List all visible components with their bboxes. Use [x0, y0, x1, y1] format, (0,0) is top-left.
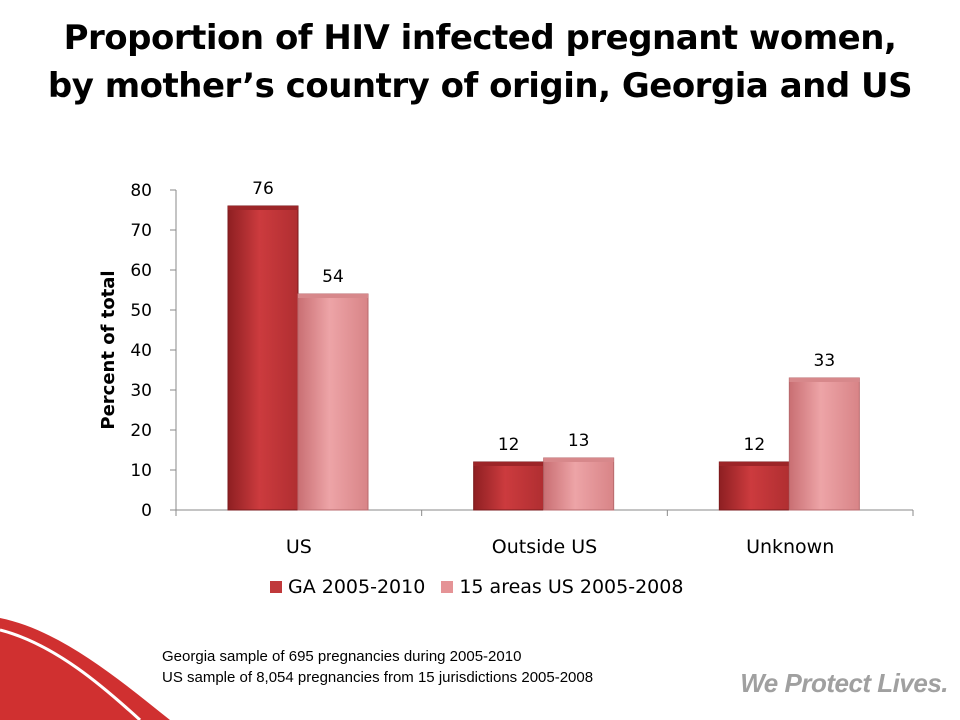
y-tick-label: 40	[130, 341, 152, 361]
x-tick-label: Outside US	[492, 536, 597, 558]
legend-label-us: 15 areas US 2005-2008	[459, 576, 684, 598]
data-label: 54	[322, 267, 344, 287]
y-tick-label: 80	[130, 181, 152, 201]
y-tick-label: 50	[130, 301, 152, 321]
bar-series0-us	[227, 205, 299, 511]
legend-label-ga: GA 2005-2010	[288, 576, 426, 598]
bar-top-highlight	[789, 378, 860, 382]
y-tick-label: 60	[130, 261, 152, 281]
y-tick-label: 20	[130, 421, 152, 441]
legend-item-ga: GA 2005-2010	[270, 576, 425, 598]
legend-swatch-us	[441, 581, 454, 593]
y-axis-label: Percent of total	[98, 270, 119, 429]
bar-series1-outside-us	[543, 457, 615, 511]
x-tick-label: Unknown	[746, 536, 834, 558]
data-label: 76	[252, 179, 274, 199]
bar-top-highlight	[719, 462, 790, 466]
legend-item-us: 15 areas US 2005-2008	[441, 576, 683, 598]
bar-series0-unknown	[718, 461, 790, 511]
decorative-swoosh	[0, 618, 170, 720]
bar-series0-outside-us	[473, 461, 545, 511]
footnote: Georgia sample of 695 pregnancies during…	[162, 646, 593, 688]
y-tick-label: 0	[141, 501, 152, 521]
y-tick-label: 30	[130, 381, 152, 401]
chart-title: Proportion of HIV infected pregnant wome…	[47, 18, 913, 106]
bar-top-highlight	[298, 294, 368, 298]
bar-top-highlight	[473, 462, 544, 466]
data-label: 13	[568, 431, 590, 451]
x-tick-label: US	[286, 536, 312, 558]
footnote-line-us: US sample of 8,054 pregnancies from 15 j…	[162, 669, 594, 686]
y-tick-label: 10	[130, 461, 152, 481]
bar-top-highlight	[228, 206, 298, 210]
tagline-logo: We Protect Lives.	[740, 668, 948, 698]
footnote-line-georgia: Georgia sample of 695 pregnancies during…	[162, 648, 522, 665]
y-tick-label: 70	[130, 221, 152, 241]
data-label: 33	[814, 351, 836, 371]
bar-top-highlight	[543, 458, 614, 462]
data-label: 12	[744, 435, 766, 455]
data-label: 12	[498, 435, 520, 455]
bar-chart: 0 10 20 30 40 50 60 70 80 US Outside US Unknown 76 5…	[98, 179, 914, 558]
chart-legend: GA 2005-2010 15 areas US 2005-2008	[270, 574, 683, 600]
bar-series1-us	[297, 293, 369, 511]
legend-swatch-ga	[270, 581, 282, 593]
bar-series1-unknown	[788, 377, 860, 511]
